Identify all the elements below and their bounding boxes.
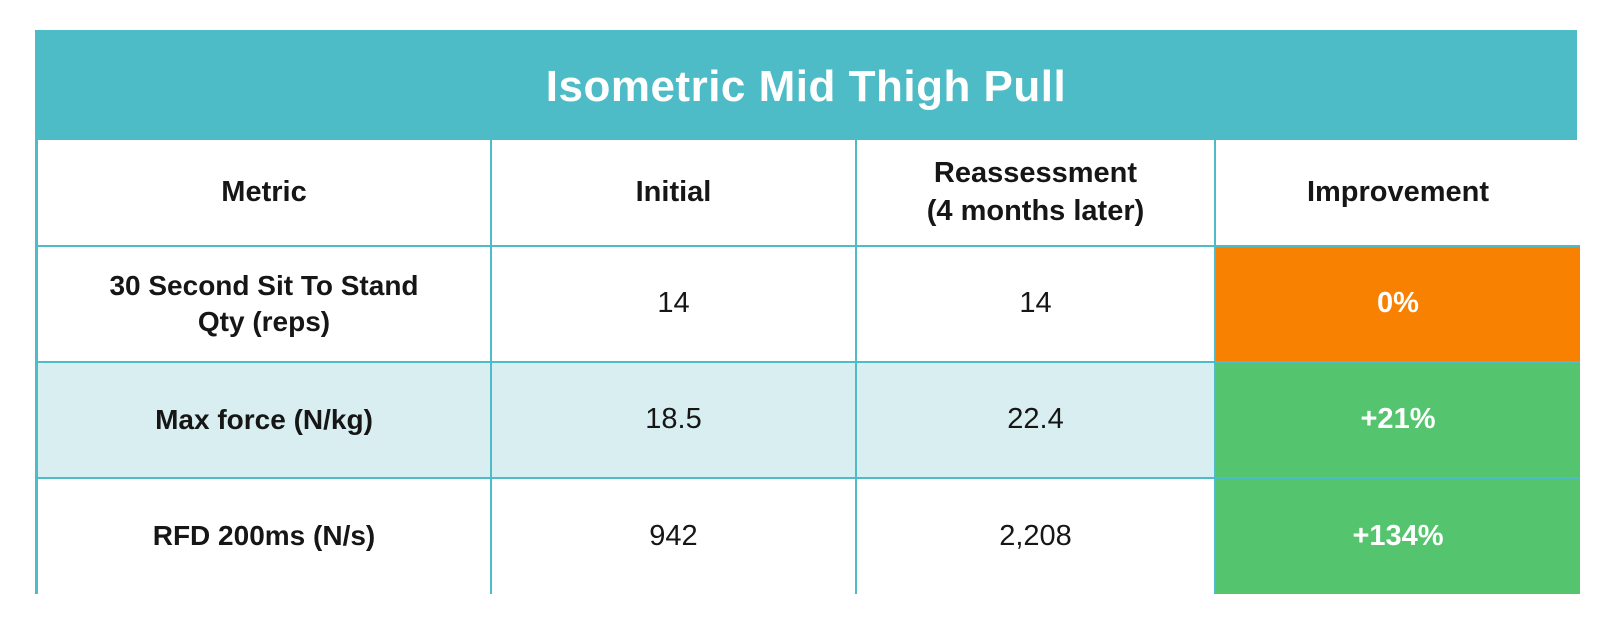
initial-value-cell: 18.5 (490, 361, 857, 479)
reassessment-value-cell: 14 (855, 245, 1216, 363)
reassessment-value-cell: 22.4 (855, 361, 1216, 479)
metric-cell: RFD 200ms (N/s) (38, 477, 492, 594)
results-table: Isometric Mid Thigh Pull Metric Initial … (35, 30, 1580, 594)
table-title-bar: Isometric Mid Thigh Pull (38, 33, 1574, 140)
table-title: Isometric Mid Thigh Pull (545, 61, 1067, 111)
data-row-rfd: RFD 200ms (N/s) 942 2,208 +134% (38, 477, 1580, 594)
improvement-cell: +21% (1214, 361, 1580, 479)
metrics-grid: Metric Initial Reassessment (4 months la… (38, 140, 1580, 594)
column-header-improvement: Improvement (1214, 140, 1580, 247)
initial-value-cell: 942 (490, 477, 857, 594)
column-header-initial: Initial (490, 140, 857, 247)
data-row-max-force: Max force (N/kg) 18.5 22.4 +21% (38, 361, 1580, 479)
reassessment-value-cell: 2,208 (855, 477, 1216, 594)
metric-cell: Max force (N/kg) (38, 361, 492, 479)
initial-value-cell: 14 (490, 245, 857, 363)
column-header-reassessment: Reassessment (4 months later) (855, 140, 1216, 247)
data-row-sit-to-stand: 30 Second Sit To Stand Qty (reps) 14 14 … (38, 245, 1580, 363)
improvement-cell: 0% (1214, 245, 1580, 363)
improvement-cell: +134% (1214, 477, 1580, 594)
metric-cell: 30 Second Sit To Stand Qty (reps) (38, 245, 492, 363)
header-row: Metric Initial Reassessment (4 months la… (38, 140, 1580, 247)
column-header-metric: Metric (38, 140, 492, 247)
